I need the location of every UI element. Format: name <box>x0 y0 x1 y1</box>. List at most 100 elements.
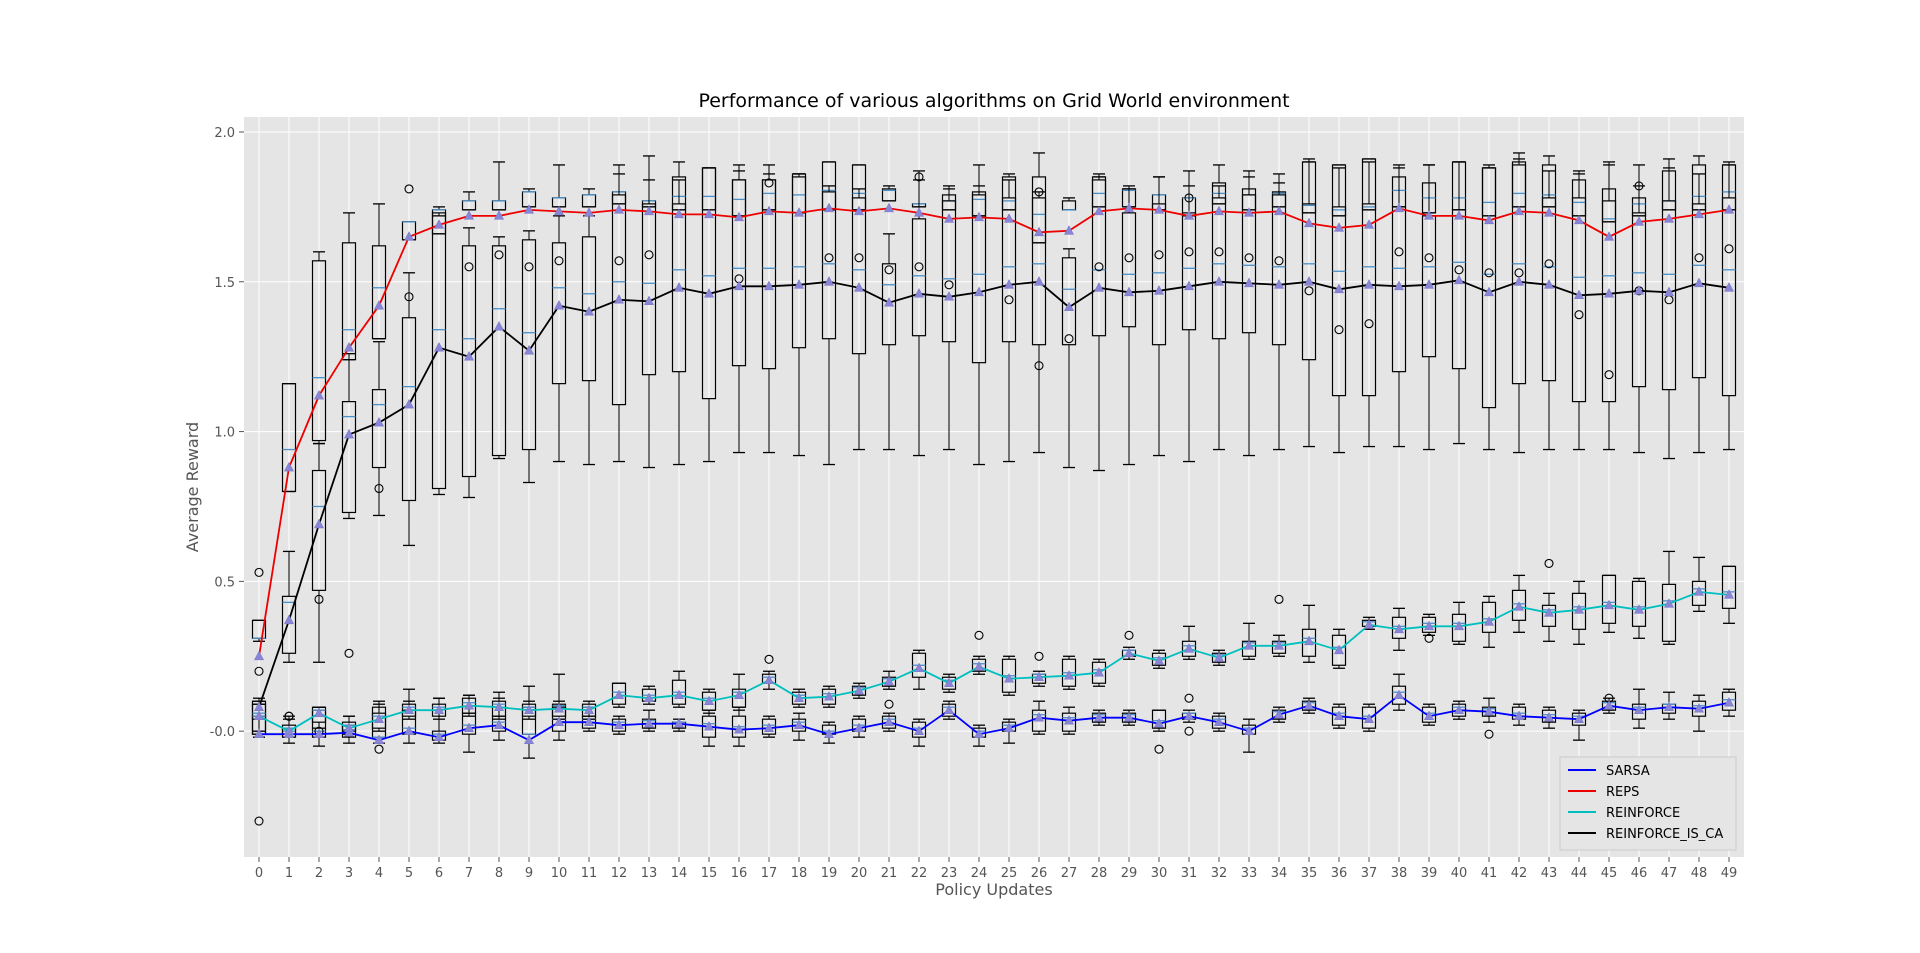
box-body-reinforce-is-ca <box>1031 197 1047 346</box>
outlier-reinforce-is-ca <box>1604 370 1614 380</box>
mean-marker-reinforce <box>1574 604 1584 614</box>
mean-marker-reps <box>1514 205 1524 216</box>
x-tick-label: 44 <box>1571 866 1588 881</box>
mean-marker-reinforce <box>284 725 294 735</box>
mean-marker-reinforce <box>344 722 354 732</box>
x-tick-label: 30 <box>1151 866 1168 881</box>
box-body-reinforce <box>1631 580 1647 627</box>
mean-marker-reps <box>974 211 984 222</box>
box-body-reinforce-is-ca <box>1601 200 1617 403</box>
mean-marker-sarsa <box>1064 715 1074 725</box>
x-tick-label: 23 <box>941 866 958 881</box>
mean-marker-reps <box>1334 222 1344 232</box>
outlier-reinforce-is-ca <box>1244 253 1254 263</box>
mean-marker-reinforce-is-ca <box>674 282 684 292</box>
outlier-reinforce-is-ca <box>494 250 504 260</box>
mean-marker-reinforce-is-ca <box>1634 285 1644 295</box>
mean-marker-sarsa <box>734 724 744 734</box>
mean-marker-reps <box>284 461 294 472</box>
outlier-sarsa <box>1184 693 1194 703</box>
box-body-reps <box>881 188 897 202</box>
mean-marker-reinforce <box>1094 667 1104 677</box>
mean-marker-sarsa <box>644 718 654 728</box>
mean-marker-reps <box>1604 231 1614 241</box>
x-tick-label: 26 <box>1031 866 1048 881</box>
mean-marker-reinforce <box>884 676 894 686</box>
mean-marker-reps <box>464 210 474 220</box>
mean-marker-reps <box>734 211 744 222</box>
box-body-reps <box>281 383 297 493</box>
outlier-reinforce-is-ca <box>1424 253 1434 263</box>
x-tick-label: 34 <box>1271 866 1288 881</box>
mean-marker-sarsa <box>1664 701 1674 712</box>
box-body-reinforce-is-ca <box>1001 197 1017 343</box>
mean-marker-reps <box>1454 210 1464 220</box>
outlier-reinforce-is-ca <box>284 711 294 721</box>
box-body-reps <box>1001 176 1017 211</box>
mean-marker-reinforce <box>1184 643 1194 653</box>
box-body-sarsa <box>1631 703 1647 720</box>
outlier-reinforce-is-ca <box>644 250 654 260</box>
mean-marker-reinforce <box>1604 599 1614 610</box>
x-tick-label: 45 <box>1601 866 1618 881</box>
x-tick-label: 7 <box>465 866 473 881</box>
mean-marker-reps <box>1034 226 1044 237</box>
mean-marker-reinforce-is-ca <box>1424 279 1434 289</box>
mean-marker-sarsa <box>1724 697 1734 707</box>
box-body-reinforce-is-ca <box>791 176 807 349</box>
outlier-reinforce-is-ca <box>1484 268 1494 278</box>
x-tick-label: 20 <box>851 866 868 881</box>
box-body-reinforce <box>1661 583 1677 642</box>
outlier-reinforce <box>1124 630 1134 640</box>
mean-marker-reps <box>434 219 444 229</box>
box-body-reps <box>311 260 327 442</box>
mean-marker-reinforce-is-ca <box>1004 279 1014 289</box>
mean-marker-sarsa <box>944 704 954 714</box>
mean-marker-reps <box>1694 208 1704 219</box>
outlier-reinforce <box>764 654 774 664</box>
mean-marker-sarsa <box>254 728 264 738</box>
x-tick-label: 33 <box>1241 866 1258 881</box>
x-tick-label: 35 <box>1301 866 1318 881</box>
box-body-reinforce <box>701 691 717 711</box>
box-body-reps <box>1541 164 1557 208</box>
outlier-reinforce-is-ca <box>1004 295 1014 305</box>
mean-marker-reinforce-is-ca <box>1334 283 1344 294</box>
box-body-reinforce <box>1451 613 1467 642</box>
legend-entry-reinforce-is-ca: REINFORCE_IS_CA <box>1568 827 1723 842</box>
mean-markers <box>254 202 1734 744</box>
x-tick-label: 12 <box>611 866 628 881</box>
box-body-sarsa <box>1061 712 1077 732</box>
outlier-reinforce-is-ca <box>614 256 624 266</box>
x-tick-label: 2 <box>315 866 323 881</box>
mean-marker-reinforce <box>404 704 414 714</box>
mean-marker-reps <box>374 300 384 310</box>
y-tick-label: 1.5 <box>214 276 235 291</box>
mean-marker-reinforce <box>824 691 834 701</box>
outlier-reinforce-is-ca <box>1124 253 1134 263</box>
x-tick-label: 19 <box>821 866 838 881</box>
mean-marker-reinforce-is-ca <box>254 701 264 712</box>
mean-marker-reps <box>1484 214 1494 225</box>
mean-marker-sarsa <box>1214 716 1224 726</box>
mean-marker-sarsa <box>494 719 504 729</box>
mean-marker-sarsa <box>1244 725 1254 735</box>
outlier-sarsa <box>254 816 264 826</box>
mean-marker-reinforce <box>1034 671 1044 682</box>
mean-marker-reinforce-is-ca <box>404 398 414 409</box>
outlier-reinforce-is-ca <box>1214 247 1224 257</box>
x-tick-label: 40 <box>1451 866 1468 881</box>
x-tick-label: 3 <box>345 866 353 881</box>
mean-marker-reinforce-is-ca <box>1184 280 1194 291</box>
plot-area <box>244 117 1744 857</box>
mean-marker-reinforce <box>1124 647 1134 658</box>
mean-marker-reps <box>1004 213 1014 223</box>
mean-marker-sarsa <box>374 734 384 744</box>
x-tick-label: 24 <box>971 866 988 881</box>
mean-marker-sarsa <box>1334 710 1344 720</box>
mean-marker-sarsa <box>1604 700 1614 710</box>
mean-marker-reps <box>1724 204 1734 214</box>
box-body-reinforce <box>1421 616 1437 633</box>
x-tick-label: 11 <box>581 866 598 881</box>
mean-marker-reps <box>914 207 924 217</box>
